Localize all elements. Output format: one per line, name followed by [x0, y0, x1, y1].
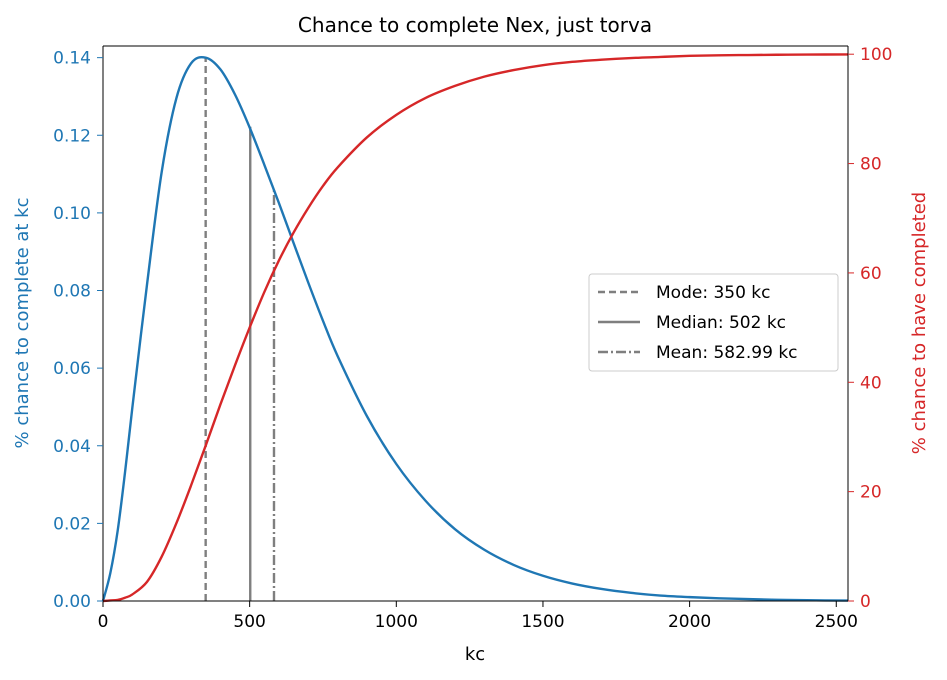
y-left-tick-label: 0.00 [53, 592, 91, 612]
y-left-tick-label: 0.12 [53, 126, 91, 146]
x-tick-label: 2500 [815, 612, 858, 632]
x-tick-label: 1000 [375, 612, 418, 632]
legend-median-label: Median: 502 kc [656, 313, 786, 333]
legend-mode-label: Mode: 350 kc [656, 283, 771, 303]
y-right-tick-label: 100 [860, 45, 892, 65]
legend: Mode: 350 kc Median: 502 kc Mean: 582.99… [588, 273, 839, 372]
plot-frame [102, 45, 849, 602]
cdf-curve [102, 53, 849, 603]
x-tick-label: 2000 [668, 612, 711, 632]
y-left-tick-label: 0.04 [53, 437, 91, 457]
y-right-tick-label: 80 [860, 155, 882, 175]
x-axis-ticks: 0 500 1000 1500 2000 2500 [98, 601, 858, 632]
y-right-tick-label: 20 [860, 483, 882, 503]
y-left-tick-label: 0.14 [53, 49, 91, 69]
legend-mean-label: Mean: 582.99 kc [656, 343, 798, 363]
y-right-axis-ticks: 0 20 40 60 80 100 [848, 45, 892, 612]
x-axis-label: kc [465, 644, 485, 665]
y-left-axis-ticks: 0.00 0.02 0.04 0.06 0.08 0.10 0.12 0.14 [53, 49, 103, 612]
y-left-axis-label: % chance to complete at kc [12, 198, 33, 449]
x-tick-label: 1500 [521, 612, 564, 632]
y-left-tick-label: 0.06 [53, 359, 91, 379]
y-right-tick-label: 0 [860, 592, 871, 612]
legend-box [588, 273, 839, 372]
x-tick-label: 500 [233, 612, 265, 632]
chart-title: Chance to complete Nex, just torva [298, 13, 652, 37]
y-right-tick-label: 40 [860, 373, 882, 393]
y-left-tick-label: 0.08 [53, 282, 91, 302]
y-right-tick-label: 60 [860, 264, 882, 284]
pmf-curve [101, 55, 849, 602]
y-left-tick-label: 0.10 [53, 204, 91, 224]
y-right-axis-label: % chance to have completed [909, 192, 930, 454]
curves [101, 53, 849, 603]
marker-lines [204, 57, 276, 601]
y-left-tick-label: 0.02 [53, 514, 91, 534]
x-tick-label: 0 [98, 612, 109, 632]
